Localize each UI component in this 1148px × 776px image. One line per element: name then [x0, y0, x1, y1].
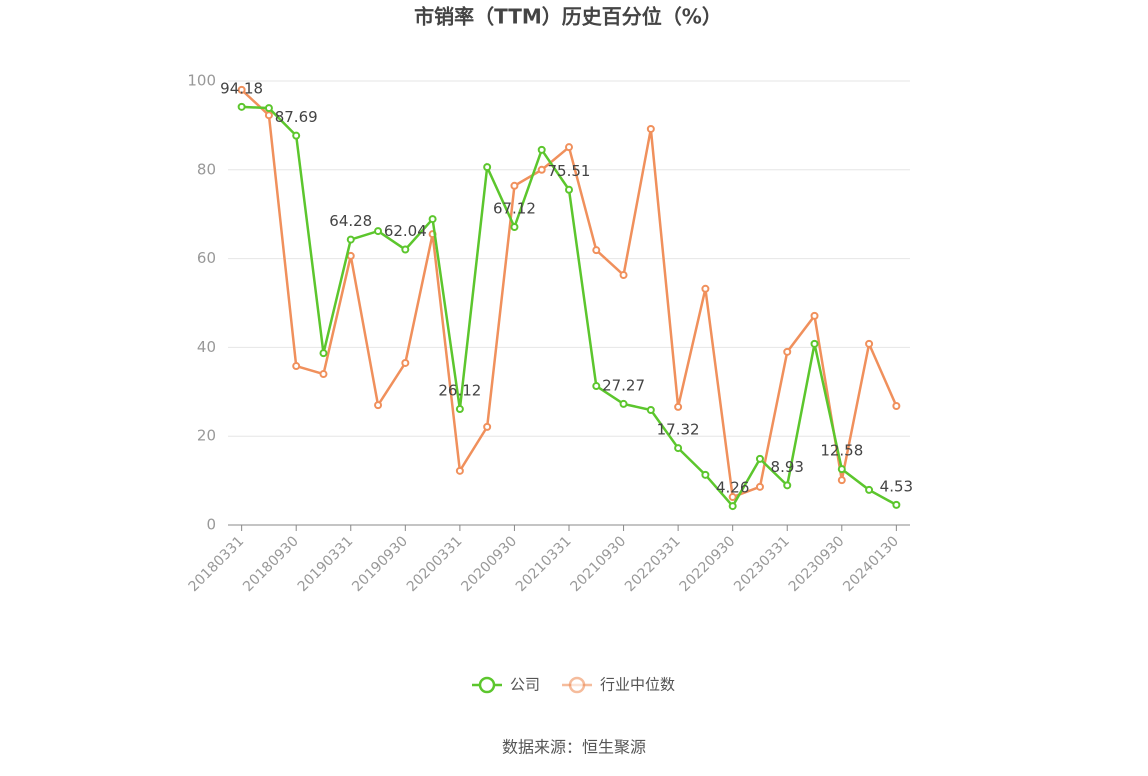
point — [401, 245, 410, 254]
point — [892, 500, 901, 509]
data-label: 67.12 — [493, 199, 536, 217]
point — [728, 502, 737, 511]
point — [865, 339, 874, 348]
legend-label: 公司 — [510, 676, 540, 694]
point — [646, 406, 655, 415]
point — [674, 444, 683, 453]
point — [783, 481, 792, 490]
legend-marker — [568, 676, 586, 694]
point — [537, 165, 546, 174]
point — [537, 145, 546, 154]
x-tick-label: 20200331 — [404, 533, 466, 595]
point — [319, 370, 328, 379]
x-tick-label: 20230331 — [731, 533, 793, 595]
point — [755, 482, 764, 491]
point — [837, 476, 846, 485]
y-tick-label: 60 — [197, 249, 216, 267]
point — [455, 466, 464, 475]
point — [810, 311, 819, 320]
data-label: 64.28 — [329, 212, 372, 230]
point — [865, 485, 874, 494]
point — [810, 339, 819, 348]
x-tick-label: 20240130 — [840, 533, 902, 595]
point — [483, 422, 492, 431]
point — [292, 131, 301, 140]
point — [510, 181, 519, 190]
point — [346, 235, 355, 244]
point — [565, 185, 573, 194]
x-tick-label: 20200930 — [458, 533, 520, 595]
point — [374, 401, 383, 410]
point — [455, 405, 464, 414]
y-tick-label: 100 — [187, 72, 216, 90]
legend-marker — [478, 676, 496, 694]
point — [237, 102, 246, 111]
point — [592, 246, 601, 255]
x-tick-label: 20190331 — [295, 533, 357, 595]
point — [701, 470, 710, 479]
point — [619, 399, 628, 408]
y-tick-label: 40 — [197, 338, 216, 356]
data-label: 8.93 — [771, 458, 804, 476]
point — [292, 362, 301, 371]
legend-label: 行业中位数 — [600, 676, 675, 694]
point — [374, 227, 383, 236]
point — [428, 215, 437, 224]
data-label: 12.58 — [820, 442, 863, 460]
data-label: 27.27 — [602, 376, 645, 394]
point — [237, 85, 246, 94]
x-tick-label: 20190930 — [349, 533, 411, 595]
data-label: 94.18 — [220, 79, 263, 97]
point — [346, 251, 355, 260]
data-label: 26.12 — [438, 382, 481, 400]
x-tick-label: 20210930 — [568, 533, 630, 595]
y-tick-label: 20 — [197, 427, 216, 445]
x-tick-label: 20180331 — [186, 533, 248, 595]
point — [264, 111, 273, 120]
data-label: 62.04 — [384, 222, 427, 240]
data-label: 17.32 — [657, 421, 700, 439]
point — [837, 465, 846, 474]
chart-title: 市销率（TTM）历史百分位（%） — [414, 5, 722, 29]
point — [401, 358, 410, 367]
point — [483, 163, 492, 172]
source: 数据来源：恒生聚源 — [502, 738, 646, 757]
x-tick-label: 20220930 — [677, 533, 739, 595]
point — [728, 493, 737, 502]
point — [646, 124, 655, 133]
data-label: 87.69 — [275, 108, 318, 126]
data-label: 4.26 — [716, 479, 749, 497]
point — [755, 454, 764, 463]
point — [892, 402, 901, 411]
point — [701, 284, 710, 293]
point — [592, 382, 601, 391]
x-tick-label: 20230930 — [786, 533, 848, 595]
point — [319, 349, 328, 358]
point — [510, 222, 519, 231]
x-tick-label: 20180930 — [240, 533, 302, 595]
point — [783, 347, 792, 356]
point — [674, 402, 683, 411]
point — [565, 143, 573, 152]
data-label: 75.51 — [548, 162, 591, 180]
y-tick-label: 80 — [197, 160, 216, 178]
data-label: 4.53 — [880, 477, 913, 495]
x-tick-label: 20210331 — [513, 533, 575, 595]
y-tick-label: 0 — [206, 516, 216, 534]
point — [619, 271, 628, 280]
x-tick-label: 20220331 — [622, 533, 684, 595]
point — [264, 104, 273, 113]
